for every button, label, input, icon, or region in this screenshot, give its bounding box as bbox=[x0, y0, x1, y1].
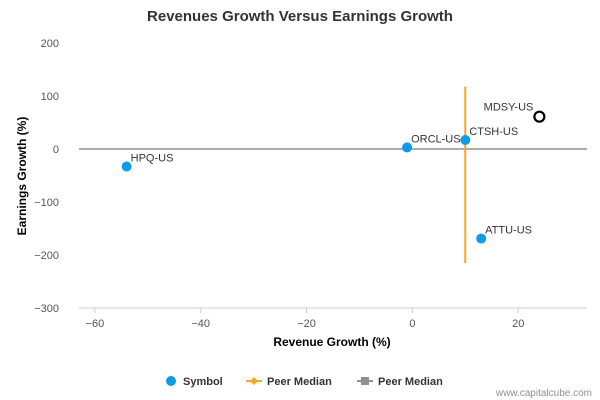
x-axis-title: Revenue Growth (%) bbox=[273, 335, 390, 349]
legend: Symbol Peer Median Peer Median bbox=[166, 376, 443, 388]
data-point bbox=[476, 233, 487, 244]
data-point-label: HPQ-US bbox=[131, 152, 174, 164]
data-point-label: ORCL-US bbox=[411, 133, 461, 145]
y-tick-label: 100 bbox=[41, 91, 59, 103]
data-point-highlight bbox=[533, 110, 546, 123]
y-axis-title: Earnings Growth (%) bbox=[15, 117, 29, 236]
y-tick-label: 0 bbox=[53, 144, 59, 156]
y-tick-label: −300 bbox=[34, 303, 59, 315]
plot-area: −60 −40 −20 0 202001000−100−200−300HPQ-USORC… bbox=[34, 38, 587, 330]
data-point-label: CTSH-US bbox=[469, 126, 518, 138]
credit-text: www.capitalcube.com bbox=[495, 388, 592, 399]
legend-label: Peer Median bbox=[378, 376, 443, 388]
y-tick-label: −200 bbox=[34, 250, 59, 262]
y-tick-label: −100 bbox=[34, 197, 59, 209]
data-point bbox=[460, 134, 471, 145]
data-point-label: MDSY-US bbox=[484, 102, 534, 114]
legend-gray-square bbox=[361, 377, 369, 385]
x-tick-label: −60 bbox=[86, 318, 105, 330]
chart-title: Revenues Growth Versus Earnings Growth bbox=[147, 8, 453, 25]
legend-label: Peer Median bbox=[267, 376, 332, 388]
x-tick-label: −20 bbox=[297, 318, 316, 330]
legend-symbol-dot bbox=[166, 376, 176, 386]
data-point-label: ATTU-US bbox=[485, 225, 532, 237]
data-point bbox=[402, 142, 413, 153]
x-tick-label: −40 bbox=[191, 318, 210, 330]
x-tick-label: 0 bbox=[409, 318, 415, 330]
y-tick-label: 200 bbox=[41, 38, 59, 50]
legend-orange-diamond bbox=[250, 377, 258, 385]
data-point bbox=[121, 161, 132, 172]
legend-label: Symbol bbox=[183, 376, 223, 388]
x-tick-label: 20 bbox=[512, 318, 524, 330]
